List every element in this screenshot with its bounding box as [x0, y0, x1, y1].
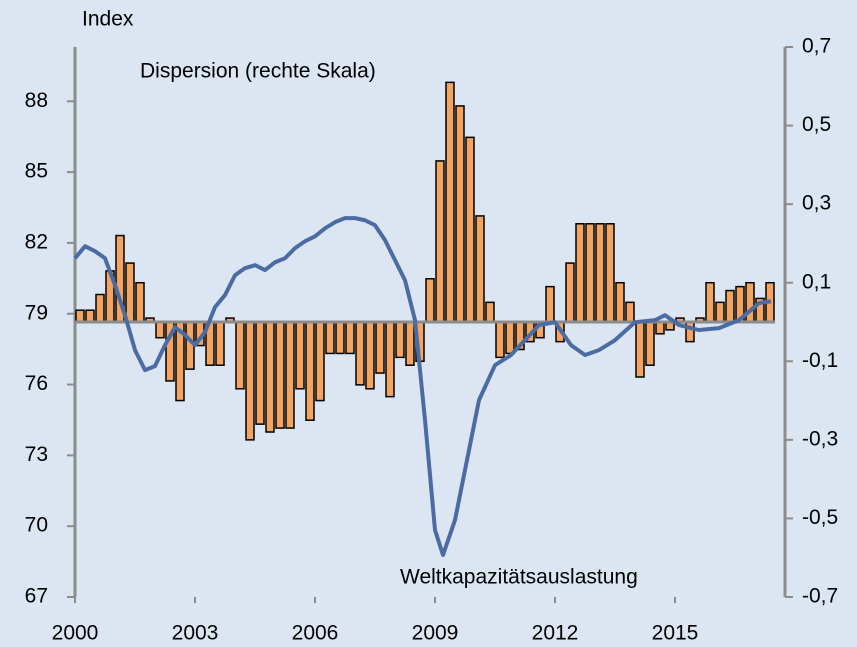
y2-tick-label: -0,3: [802, 427, 838, 450]
bar: [715, 301, 725, 323]
bar: [545, 285, 555, 323]
bar: [385, 321, 395, 398]
bar: [245, 321, 255, 441]
bar: [435, 160, 445, 323]
bar: [85, 309, 95, 323]
bar: [255, 321, 265, 425]
bar: [625, 301, 635, 323]
bar: [575, 223, 585, 323]
bar: [605, 223, 615, 323]
x-tick-label: 2012: [532, 622, 579, 645]
bar: [325, 321, 335, 355]
bar: [685, 321, 695, 343]
bar: [305, 321, 315, 421]
bar: [485, 301, 495, 323]
bar: [585, 223, 595, 323]
bar: [445, 81, 455, 323]
bar: [505, 321, 515, 355]
bar: [155, 321, 165, 339]
x-tick-label: 2006: [292, 622, 339, 645]
bar: [335, 321, 345, 355]
y-tick-label: 76: [25, 372, 48, 395]
bar: [495, 321, 505, 359]
x-tick-label: 2009: [412, 622, 459, 645]
series-label: Dispersion (rechte Skala): [140, 60, 376, 83]
y-tick-label: 70: [25, 514, 48, 537]
y2-tick-label: -0,1: [802, 349, 838, 372]
bar: [745, 281, 755, 323]
y2-tick-label: 0,5: [802, 113, 831, 136]
bar: [455, 105, 465, 323]
y2-tick-label: 0,7: [802, 35, 831, 58]
bar: [645, 321, 655, 366]
bar: [655, 321, 665, 335]
y-tick-label: 88: [25, 89, 48, 112]
y2-tick-label: -0,5: [802, 506, 838, 529]
line: [73, 216, 772, 557]
x-tick-label: 2003: [172, 622, 219, 645]
bar: [475, 215, 485, 323]
y2-tick-label: 0,1: [802, 270, 831, 293]
bar: [365, 321, 375, 390]
bar: [275, 321, 285, 429]
bar: [425, 278, 435, 323]
bar: [565, 262, 575, 323]
bar: [315, 321, 325, 402]
y-tick-label: 82: [25, 230, 48, 253]
x-tick-label: 2015: [652, 622, 699, 645]
bar: [215, 321, 225, 366]
y2-tick-label: -0,7: [802, 585, 838, 608]
y2-tick-label: 0,3: [802, 192, 831, 215]
bar: [285, 321, 295, 429]
y-tick-label: 67: [25, 585, 48, 608]
y-tick-label: 73: [25, 443, 48, 466]
bar: [705, 281, 715, 323]
bar: [465, 136, 475, 323]
bar: [395, 321, 405, 359]
bar: [265, 321, 275, 433]
bar: [125, 262, 135, 323]
bar: [75, 309, 85, 323]
bar: [295, 321, 305, 390]
bar: [615, 281, 625, 323]
y-tick-label: 85: [25, 160, 48, 183]
y-tick-label: 79: [25, 301, 48, 324]
bar: [135, 281, 145, 323]
bar: [635, 321, 645, 378]
bar: [375, 321, 385, 374]
bar: [355, 321, 365, 386]
x-tick-label: 2000: [52, 622, 99, 645]
series-label: Weltkapazitätsauslastung: [400, 566, 638, 589]
bar: [345, 321, 355, 355]
bar: [405, 321, 415, 366]
bar: [725, 289, 735, 323]
bar: [235, 321, 245, 390]
y-axis-label: Index: [82, 8, 134, 31]
bar: [95, 293, 105, 323]
bar: [595, 223, 605, 323]
